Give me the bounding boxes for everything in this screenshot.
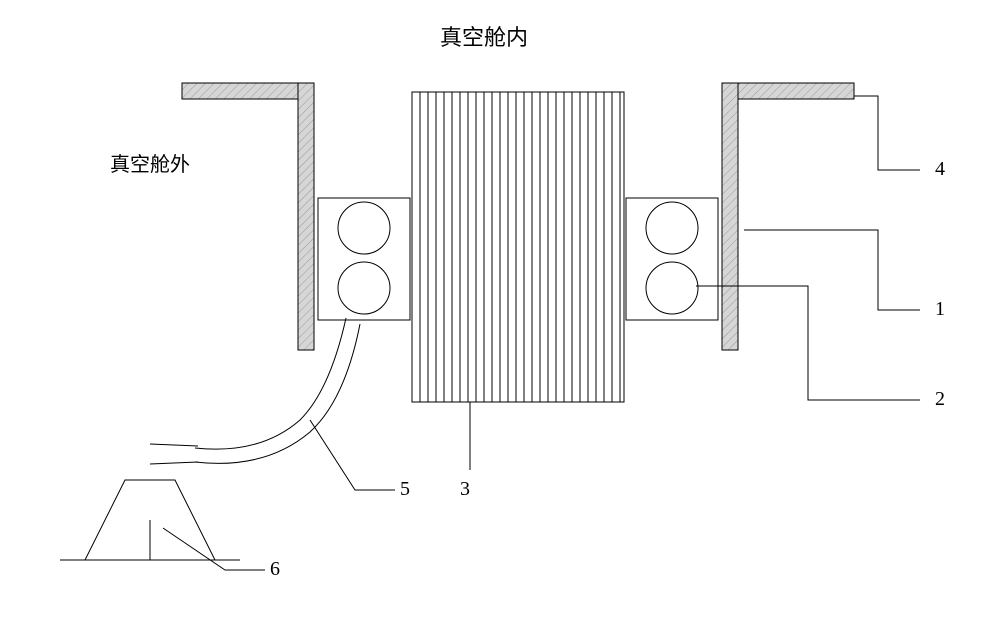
diagram-canvas: 真空舱内 真空舱外 bbox=[0, 0, 1000, 620]
box-3 bbox=[412, 92, 624, 402]
hose bbox=[195, 318, 360, 463]
callout-2: 2 bbox=[935, 388, 945, 411]
callout-4: 4 bbox=[935, 158, 945, 181]
nozzle bbox=[150, 444, 198, 464]
callout-3: 3 bbox=[460, 478, 470, 501]
diagram-svg bbox=[0, 0, 1000, 620]
circle-pair-left bbox=[318, 198, 410, 320]
callout-6: 6 bbox=[270, 558, 280, 581]
pedestal bbox=[60, 480, 240, 560]
callout-5: 5 bbox=[400, 478, 410, 501]
callout-1: 1 bbox=[935, 298, 945, 321]
bracket-right bbox=[722, 83, 854, 350]
bracket-left bbox=[182, 83, 314, 350]
circle-pair-right bbox=[626, 198, 718, 320]
